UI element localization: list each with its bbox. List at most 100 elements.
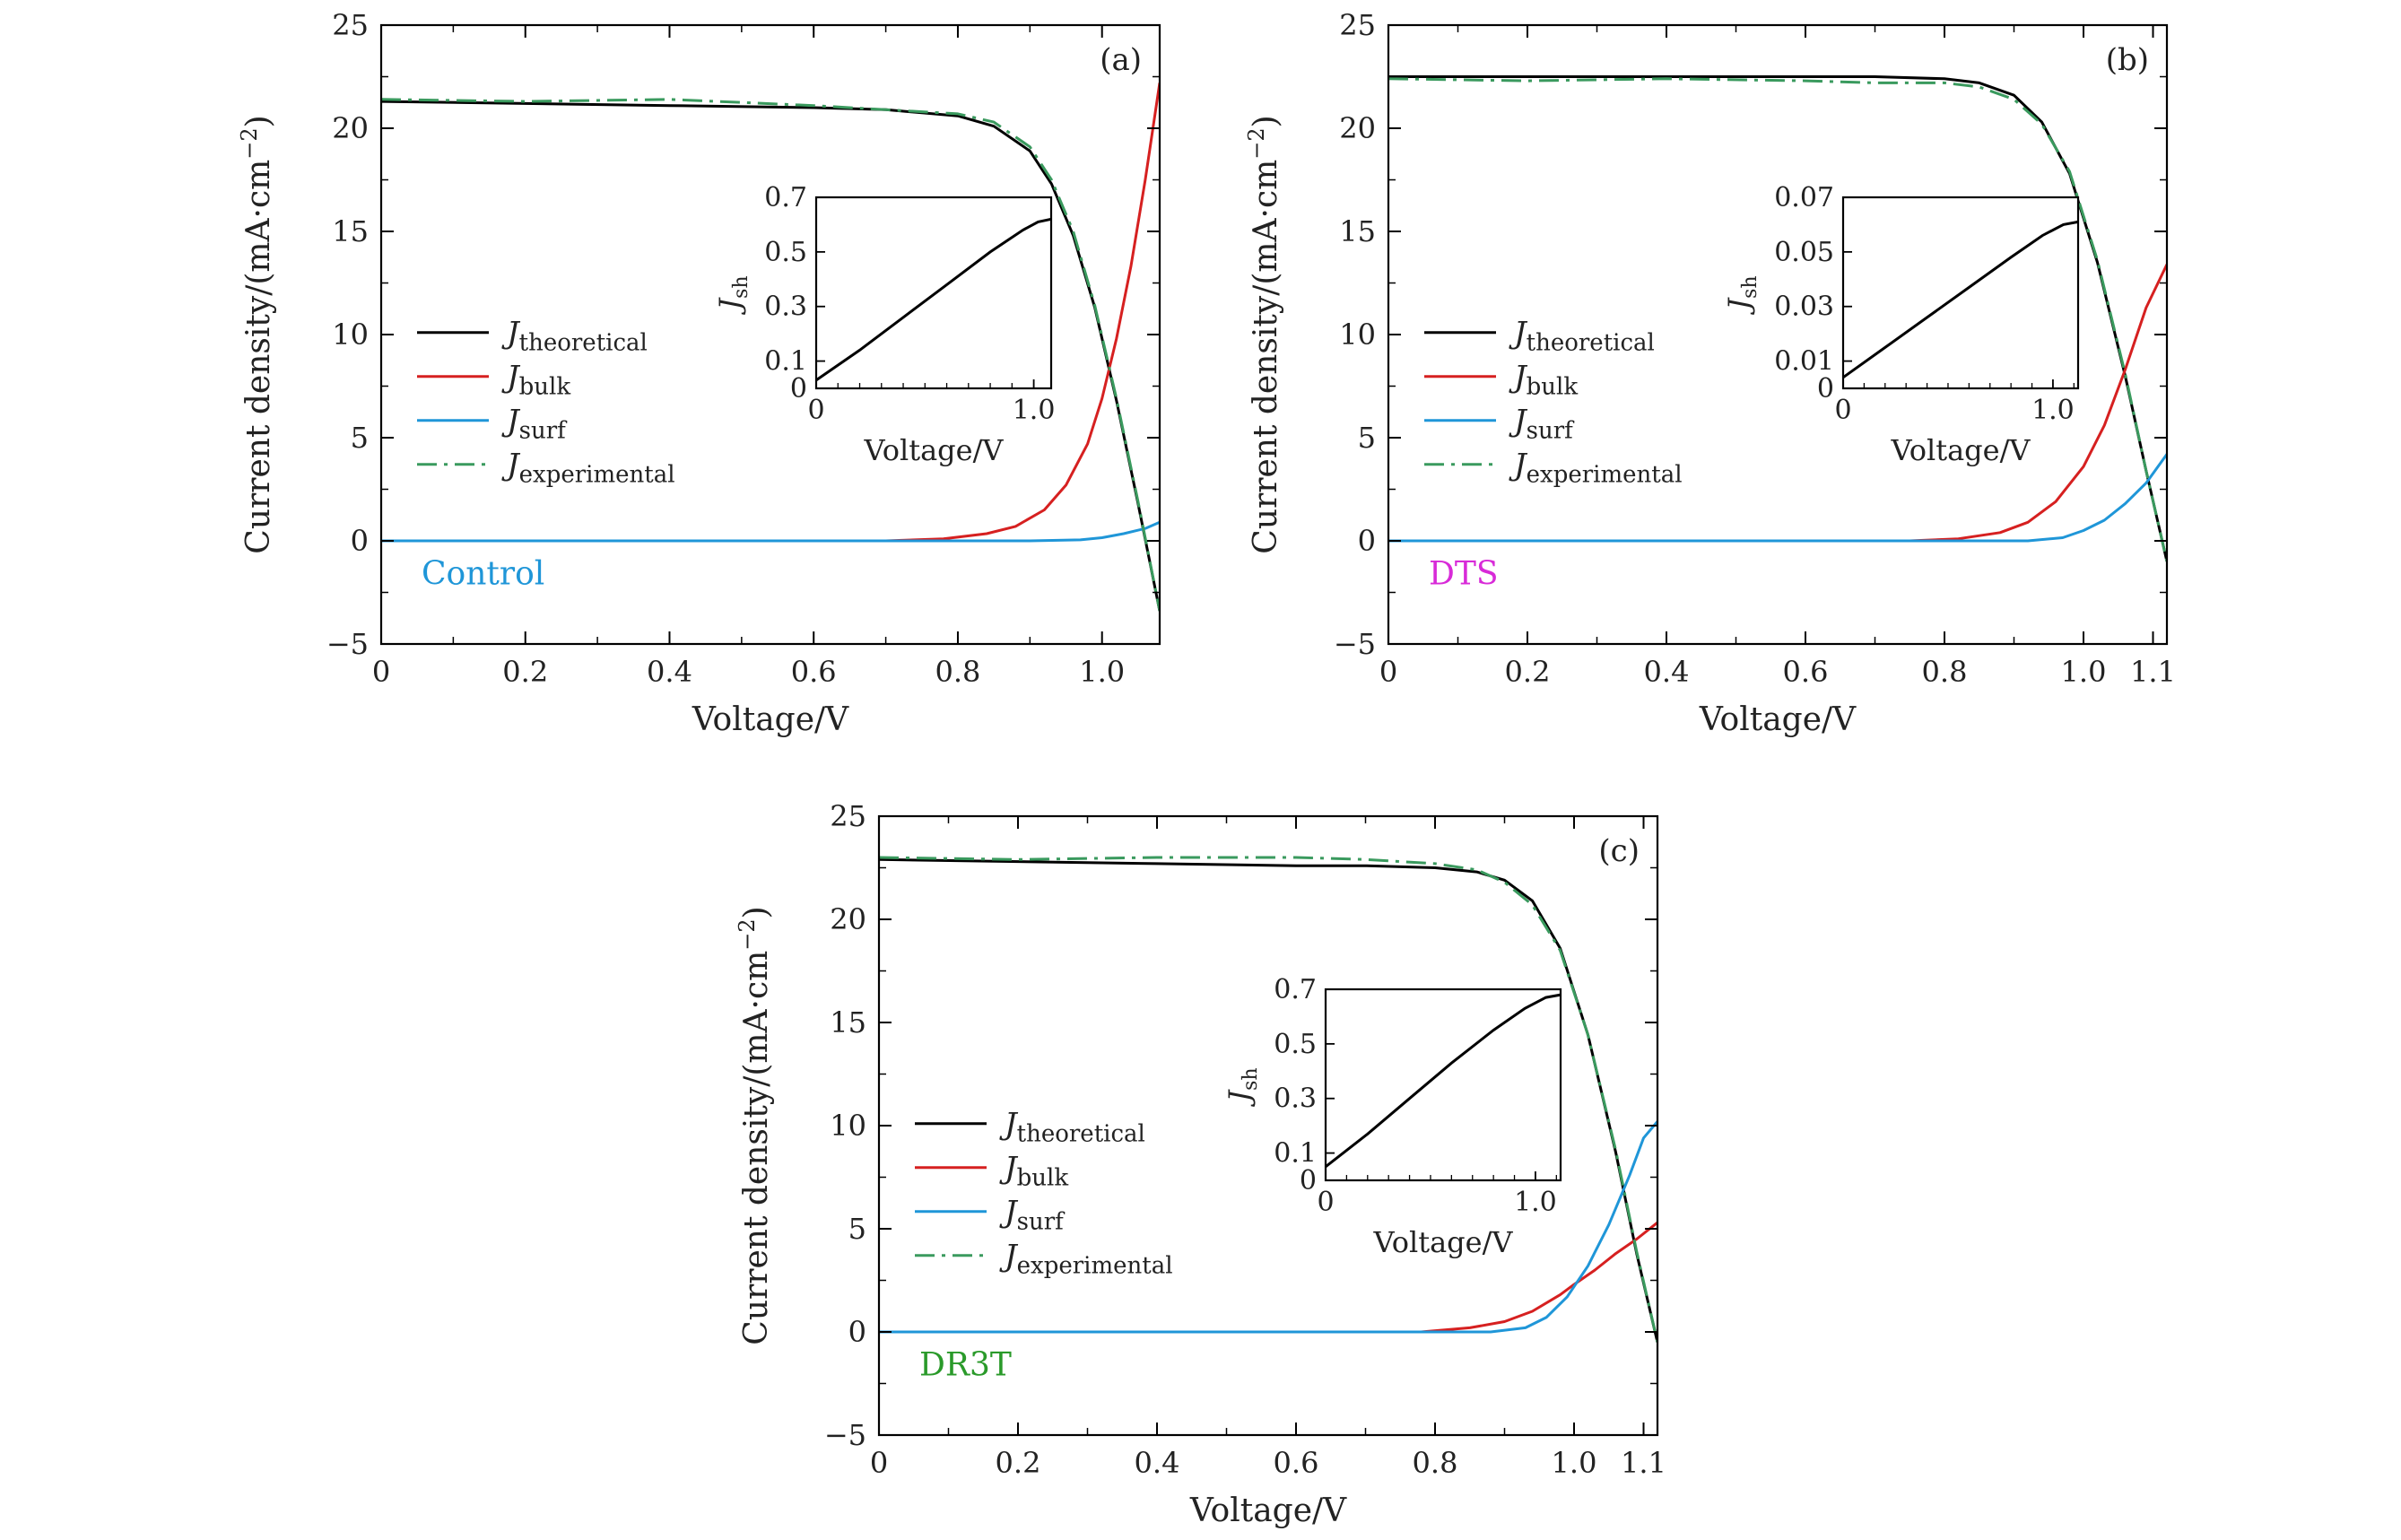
series-experimental [381,98,1160,612]
y-tick-label: −5 [326,627,369,661]
legend-label-surf: Jsurf [1509,404,1575,445]
inset-y-axis-label: Jsh [713,275,752,315]
inset-frame [1324,988,1562,1182]
inset-x-axis-label: Voltage/V [1891,433,2031,467]
sample-label: Control [422,555,544,592]
legend-label-surf: Jsurf [501,404,568,445]
series-bulk [1388,264,2167,543]
legend-label-bulk: Jbulk [1509,360,1578,401]
series-experimental [1388,77,2167,562]
inset-x-axis-label: Voltage/V [1373,1225,1514,1259]
y-tick-label: 0 [848,1315,866,1349]
legend-label-surf: Jsurf [999,1195,1066,1236]
y-tick-label: 15 [1339,214,1376,248]
x-tick-label: 0.4 [647,655,692,689]
inset-y-tick-label: 0.05 [1774,237,1834,268]
legend-label-theoretical: Jtheoretical [999,1107,1145,1148]
inset-y-tick-label: 0.5 [1274,1029,1317,1060]
y-tick-label: 10 [830,1109,866,1143]
x-tick-label: 1.0 [1079,655,1125,689]
inset-x-tick-label: 1.0 [1514,1187,1557,1218]
y-tick-label: 25 [332,8,369,42]
inset-x-tick-label: 0 [1834,395,1851,426]
x-tick-label: 1.1 [2130,655,2176,689]
legend-label-experimental: Jexperimental [999,1239,1173,1280]
x-axis-label: Voltage/V [1189,1492,1347,1529]
y-axis-label: Current density/(mA·cm−2) [735,906,775,1344]
y-tick-label: −5 [1334,627,1376,661]
inset-x-tick-label: 1.0 [2031,395,2075,426]
series-group [1388,75,2167,562]
y-tick-label: 20 [1339,111,1376,145]
series-surf [381,520,1160,543]
x-tick-label: 1.0 [1552,1446,1597,1480]
y-tick-label: 25 [830,799,866,833]
x-tick-label: 0.8 [935,655,981,689]
x-tick-label: 0.8 [1922,655,1968,689]
inset: 0 1.0 00.01 0.03 0.05 0.07 Voltage/V Jsh [1722,182,2080,467]
x-tick-label: 0 [1379,655,1397,689]
y-tick-label: 0 [351,524,369,558]
inset-y-axis-label: Jsh [1222,1067,1262,1107]
panel-label: (c) [1598,833,1640,869]
inset-series-jsh [815,217,1052,382]
inset-y-tick-label: 0.07 [1774,182,1834,213]
inset-x-tick-label: 0 [807,395,824,426]
inset: 0 1.0 00.1 0.3 0.5 0.7 Voltage/V Jsh [1222,974,1562,1259]
x-tick-label: 0.6 [791,655,837,689]
x-tick-label: 0.6 [1274,1446,1319,1480]
y-tick-label: 10 [332,318,369,352]
series-bulk [381,83,1160,543]
series-group [381,83,1160,612]
x-tick-label: 1.1 [1621,1446,1666,1480]
y-tick-label: 15 [332,214,369,248]
sample-label: DTS [1429,555,1499,592]
legend-label-bulk: Jbulk [999,1151,1068,1192]
inset-y-tick-label: 0 [790,373,807,405]
inset-series-jsh [1325,993,1562,1168]
y-tick-label: 20 [830,902,866,936]
series-group [879,856,1657,1343]
inset-y-tick-label: 0.7 [764,182,807,213]
x-axis-label: Voltage/V [692,701,849,738]
legend-label-theoretical: Jtheoretical [501,316,648,357]
y-tick-label: 20 [332,111,369,145]
inset-y-tick-label: 0.3 [764,291,807,323]
series-bulk [879,1221,1657,1334]
inset-y-tick-label: 0.1 [764,346,807,378]
inset-x-tick-label: 0 [1317,1187,1334,1218]
x-tick-label: 0.4 [1644,655,1690,689]
panel-b: 0 0.2 0.4 0.6 0.8 1.0 1.1−50510152025Voltage/V… [1244,8,2176,738]
inset-y-tick-label: 0.7 [1274,974,1317,1005]
inset-series-jsh [1842,220,2079,379]
legend-label-experimental: Jexperimental [501,448,675,489]
inset-y-tick-label: 0.3 [1274,1083,1317,1115]
series-surf [1388,453,2167,543]
x-tick-label: 0.8 [1413,1446,1458,1480]
inset-y-tick-label: 0.5 [764,237,807,268]
y-axis-label: Current density/(mA·cm−2) [1244,115,1284,553]
panel-label: (b) [2106,42,2149,78]
series-experimental [879,856,1657,1343]
inset-y-tick-label: 0 [1300,1165,1317,1196]
inset-y-tick-label: 0 [1817,373,1834,405]
inset-y-tick-label: 0.01 [1774,346,1834,378]
sample-label: DR3T [919,1346,1012,1383]
x-tick-label: 0 [870,1446,888,1480]
x-tick-label: 1.0 [2061,655,2107,689]
panel-a: 0 0.2 0.4 0.6 0.8 1.0−50510152025Voltage/VCur… [237,8,1161,738]
x-tick-label: 0.2 [502,655,548,689]
y-tick-label: 15 [830,1005,866,1040]
x-tick-label: 0.2 [996,1446,1041,1480]
inset-y-tick-label: 0.03 [1774,291,1834,323]
legend-label-experimental: Jexperimental [1509,448,1683,489]
inset: 0 1.0 00.1 0.3 0.5 0.7 Voltage/V Jsh [713,182,1055,467]
y-tick-label: 10 [1339,318,1376,352]
x-axis-label: Voltage/V [1699,701,1857,738]
y-tick-label: 5 [351,421,369,455]
x-tick-label: 0 [372,655,390,689]
inset-x-tick-label: 1.0 [1013,395,1056,426]
